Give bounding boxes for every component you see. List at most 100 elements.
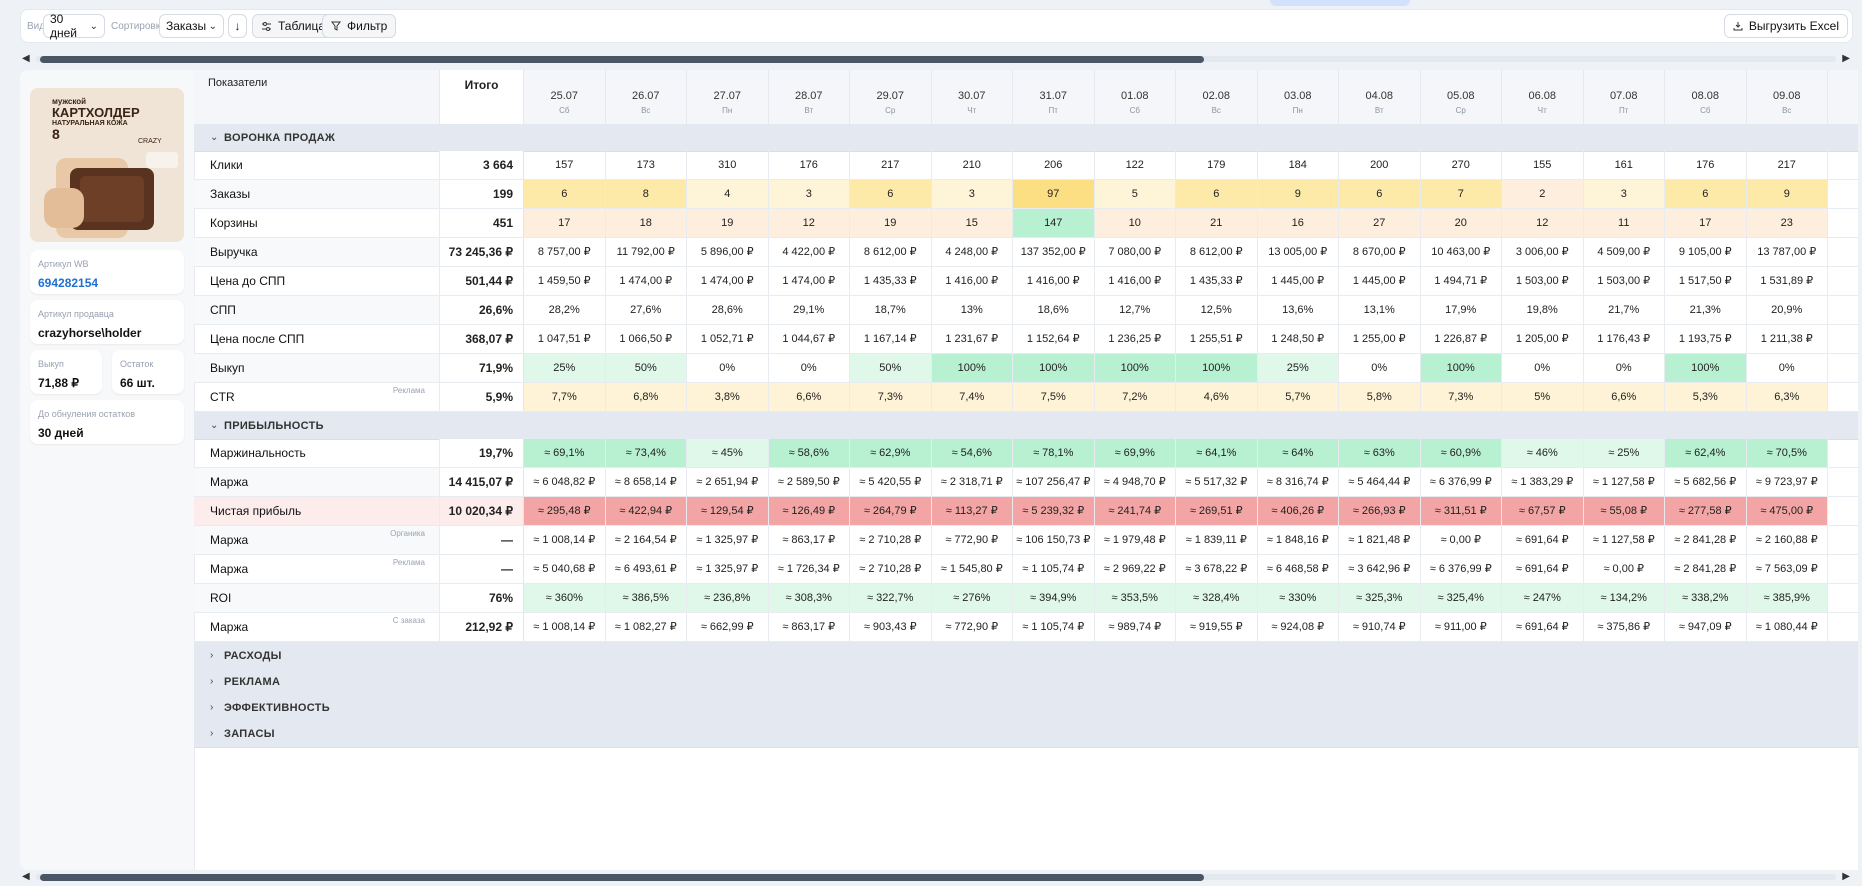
scroll-right-icon[interactable]: ▶ <box>1842 871 1850 882</box>
header-weekday: Пт <box>1048 106 1058 115</box>
row-label-text: Маржа <box>210 533 249 547</box>
stock-label: Остаток <box>120 359 154 369</box>
table-cell: ≈ 55,08 ₽ <box>1583 497 1665 525</box>
scroll-left-icon[interactable]: ◀ <box>22 53 30 64</box>
table-cell: 206 <box>1013 151 1095 179</box>
section-title: ПРИБЫЛЬНОСТЬ <box>224 420 324 432</box>
section-header[interactable]: › ЭФФЕКТИВНОСТЬ <box>194 694 1858 722</box>
row-label-text: Чистая прибыль <box>210 504 302 518</box>
zero-stock-label: До обнуления остатков <box>38 409 136 419</box>
section-header[interactable]: › РАСХОДЫ <box>194 642 1858 670</box>
row-label-text: Цена до СПП <box>210 274 286 288</box>
table-cell: ≈ 325,3% <box>1339 584 1421 612</box>
table-cell: 8 <box>605 180 687 208</box>
table-cell: 1 167,14 ₽ <box>850 325 932 353</box>
table-cell: 184 <box>1258 151 1339 179</box>
scroll-right-icon[interactable]: ▶ <box>1842 53 1850 64</box>
buyout-value: 71,88 ₽ <box>38 376 79 390</box>
table-cell: ≈ 73,4% <box>605 439 687 467</box>
header-total: Итого <box>440 70 524 124</box>
top-scrollbar[interactable]: ◀ ▶ <box>22 53 1850 65</box>
chevron-right-icon[interactable]: › <box>210 728 214 739</box>
table-cell: ≈ 54,6% <box>931 439 1013 467</box>
filter-icon <box>331 21 341 31</box>
chevron-right-icon[interactable]: › <box>210 650 214 661</box>
row-total: 10 020,34 ₽ <box>440 497 524 525</box>
table-cell: 1 445,00 ₽ <box>1258 267 1339 295</box>
header-weekday: Пн <box>722 106 733 115</box>
header-date: 04.08 <box>1365 90 1394 102</box>
view-select[interactable]: 30 дней ⌄ <box>43 12 105 40</box>
table-cell: ≈ 3 642,96 ₽ <box>1339 555 1421 583</box>
table-cell: 18 <box>605 209 687 237</box>
table-cell: ≈ 360% <box>524 584 606 612</box>
scrollbar-thumb[interactable] <box>40 56 1204 63</box>
chevron-right-icon[interactable]: › <box>210 676 214 687</box>
table-cell: 1 474,00 ₽ <box>687 267 769 295</box>
scroll-left-icon[interactable]: ◀ <box>22 871 30 882</box>
row-total: 26,6% <box>440 296 524 324</box>
table-cell: 5,3% <box>1665 383 1747 411</box>
table-cell: ≈ 911,00 ₽ <box>1421 613 1502 641</box>
filter-button[interactable]: Фильтр <box>322 14 397 38</box>
row-tag: Реклама <box>392 386 425 395</box>
table-cell: 1 416,00 ₽ <box>1095 267 1176 295</box>
section-header[interactable]: › РЕКЛАМА <box>194 668 1858 696</box>
table-cell: ≈ 45% <box>687 439 769 467</box>
table-cell: 100% <box>1665 354 1747 382</box>
header-date-column: 08.08 Сб <box>1665 70 1747 124</box>
table-cell: ≈ 1 105,74 ₽ <box>1013 555 1095 583</box>
table-button[interactable]: Таблица <box>252 14 335 38</box>
header-date: 07.08 <box>1609 90 1638 102</box>
chevron-right-icon[interactable]: › <box>210 702 214 713</box>
table-cell: 12 <box>1502 209 1584 237</box>
table-cell: 7,5% <box>1013 383 1095 411</box>
table-cell: 147 <box>1013 209 1095 237</box>
header-date-column: 26.07 Вс <box>606 70 687 124</box>
chevron-down-icon[interactable]: ⌄ <box>210 420 219 431</box>
article-wb-link[interactable]: 694282154 <box>38 276 99 290</box>
header-weekday: Вт <box>1374 106 1384 115</box>
row-label: Выкуп <box>194 354 440 382</box>
header-date: 05.08 <box>1446 90 1475 102</box>
header-weekday: Ср <box>1455 106 1466 115</box>
table-cell: 1 211,38 ₽ <box>1747 325 1828 353</box>
table-cell: 13,1% <box>1339 296 1421 324</box>
row-label: CTR Реклама <box>194 383 440 411</box>
table-row: Клики 3 664 157 173 310 176 217 210 206 122 179 184… <box>194 151 1858 180</box>
table-cell: 5,8% <box>1339 383 1421 411</box>
table-cell: ≈ 236,8% <box>687 584 769 612</box>
table-cell: ≈ 5 040,68 ₽ <box>524 555 606 583</box>
header-indicators: Показатели <box>194 70 440 124</box>
row-tag: С заказа <box>392 616 425 625</box>
chevron-down-icon[interactable]: ⌄ <box>210 132 219 143</box>
table-cell: ≈ 1 127,58 ₽ <box>1584 468 1665 496</box>
table-cell: ≈ 1 105,74 ₽ <box>1013 613 1095 641</box>
table-cell: 100% <box>1176 354 1258 382</box>
table-cell: 1 445,00 ₽ <box>1339 267 1421 295</box>
table-cell: ≈ 2 710,28 ₽ <box>850 555 932 583</box>
table-cell: 1 416,00 ₽ <box>1013 267 1095 295</box>
scrollbar-thumb[interactable] <box>40 874 1204 881</box>
table-cell: 8 670,00 ₽ <box>1339 238 1421 266</box>
header-date: 31.07 <box>1039 90 1068 102</box>
table-cell: 7,4% <box>931 383 1013 411</box>
header-weekday: Пт <box>1619 106 1629 115</box>
export-excel-button[interactable]: Выгрузить Excel <box>1723 14 1848 38</box>
image-text-2: КАРТХОЛДЕР <box>52 105 140 121</box>
section-header[interactable]: ⌄ ВОРОНКА ПРОДАЖ <box>194 124 1858 152</box>
sort-select[interactable]: Заказы ⌄ <box>159 14 224 38</box>
sort-direction-button[interactable]: ↓ <box>228 14 247 38</box>
table-cell: 19 <box>850 209 932 237</box>
section-header[interactable]: ⌄ ПРИБЫЛЬНОСТЬ <box>194 412 1858 440</box>
table-cell: ≈ 375,86 ₽ <box>1584 613 1665 641</box>
product-image[interactable]: мужской КАРТХОЛДЕР НАТУРАЛЬНАЯ КОЖА 8 CR… <box>30 88 184 242</box>
stock-value: 66 шт. <box>120 376 155 390</box>
table-cell: ≈ 1 383,29 ₽ <box>1502 468 1584 496</box>
sort-label: Сортировка <box>111 20 166 32</box>
row-total: 368,07 ₽ <box>440 325 524 353</box>
table-cell: 1 255,51 ₽ <box>1176 325 1258 353</box>
section-header[interactable]: › ЗАПАСЫ <box>194 720 1858 748</box>
bottom-scrollbar[interactable]: ◀ ▶ <box>22 871 1850 883</box>
table-row: CTR Реклама 5,9% 7,7% 6,8% 3,8% 6,6% 7,3% 7,4% 7,… <box>194 383 1858 412</box>
